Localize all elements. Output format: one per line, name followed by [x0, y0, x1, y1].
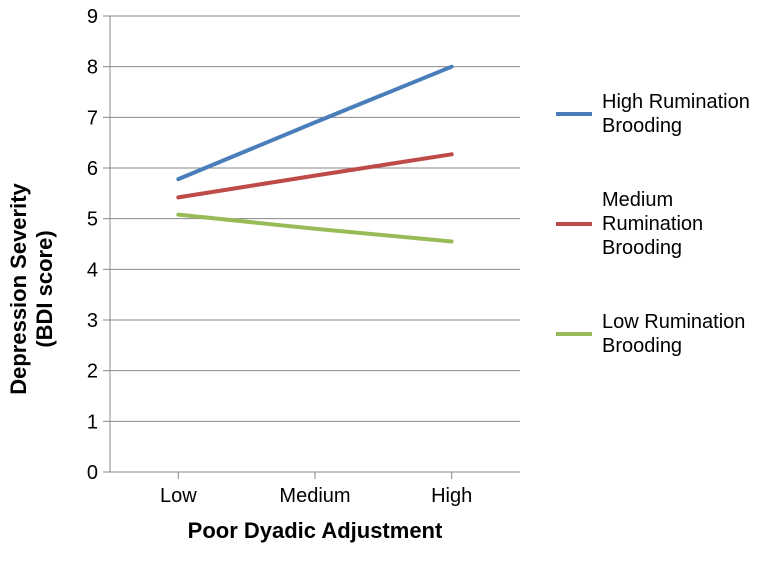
- legend: High RuminationBrooding MediumRuminationB…: [556, 90, 776, 408]
- legend-label: MediumRuminationBrooding: [602, 188, 703, 260]
- legend-label: Low RuminationBrooding: [602, 310, 745, 358]
- legend-swatch: [556, 332, 592, 336]
- y-axis-title-wrap: Depression Severity (BDI score): [2, 0, 62, 578]
- y-tick-label: 9: [87, 6, 98, 28]
- x-axis-title: Poor Dyadic Adjustment: [110, 518, 520, 544]
- y-tick-label: 1: [87, 411, 98, 433]
- x-tick-label: High: [431, 485, 472, 507]
- legend-swatch: [556, 222, 592, 226]
- y-tick-label: 6: [87, 158, 98, 180]
- y-tick-label: 8: [87, 57, 98, 79]
- x-tick-label: Low: [160, 485, 197, 507]
- legend-label: High RuminationBrooding: [602, 90, 750, 138]
- legend-item: Low RuminationBrooding: [556, 310, 776, 358]
- y-tick-label: 0: [87, 462, 98, 484]
- y-tick-label: 4: [87, 259, 98, 281]
- legend-item: High RuminationBrooding: [556, 90, 776, 138]
- y-axis-title-line2: (BDI score): [32, 230, 57, 347]
- y-tick-label: 2: [87, 361, 98, 383]
- legend-item: MediumRuminationBrooding: [556, 188, 776, 260]
- y-axis-title-line1: Depression Severity: [6, 183, 31, 395]
- y-tick-label: 3: [87, 310, 98, 332]
- y-axis-title: Depression Severity (BDI score): [6, 183, 58, 395]
- x-tick-label: Medium: [279, 485, 350, 507]
- chart-container: Depression Severity (BDI score) 0 1 2 3 4 5 6 7…: [0, 0, 784, 578]
- legend-swatch: [556, 112, 592, 116]
- y-tick-label: 7: [87, 107, 98, 129]
- y-tick-label: 5: [87, 209, 98, 231]
